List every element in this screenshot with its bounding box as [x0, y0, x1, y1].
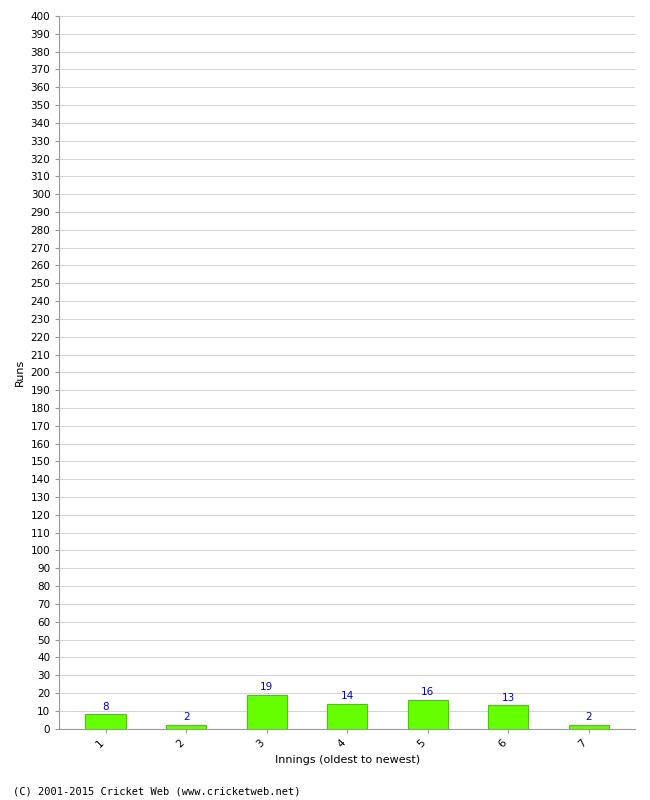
- Bar: [408, 700, 448, 729]
- Text: 14: 14: [341, 691, 354, 701]
- Text: 19: 19: [260, 682, 273, 692]
- Bar: [246, 695, 287, 729]
- Bar: [166, 725, 206, 729]
- Bar: [488, 706, 528, 729]
- Text: 2: 2: [183, 713, 189, 722]
- Text: 13: 13: [502, 693, 515, 703]
- Text: 8: 8: [102, 702, 109, 712]
- Text: 2: 2: [586, 713, 592, 722]
- Bar: [569, 725, 609, 729]
- X-axis label: Innings (oldest to newest): Innings (oldest to newest): [274, 755, 420, 765]
- Y-axis label: Runs: Runs: [15, 358, 25, 386]
- Bar: [86, 714, 125, 729]
- Text: 16: 16: [421, 687, 434, 698]
- Bar: [327, 704, 367, 729]
- Text: (C) 2001-2015 Cricket Web (www.cricketweb.net): (C) 2001-2015 Cricket Web (www.cricketwe…: [13, 786, 300, 796]
